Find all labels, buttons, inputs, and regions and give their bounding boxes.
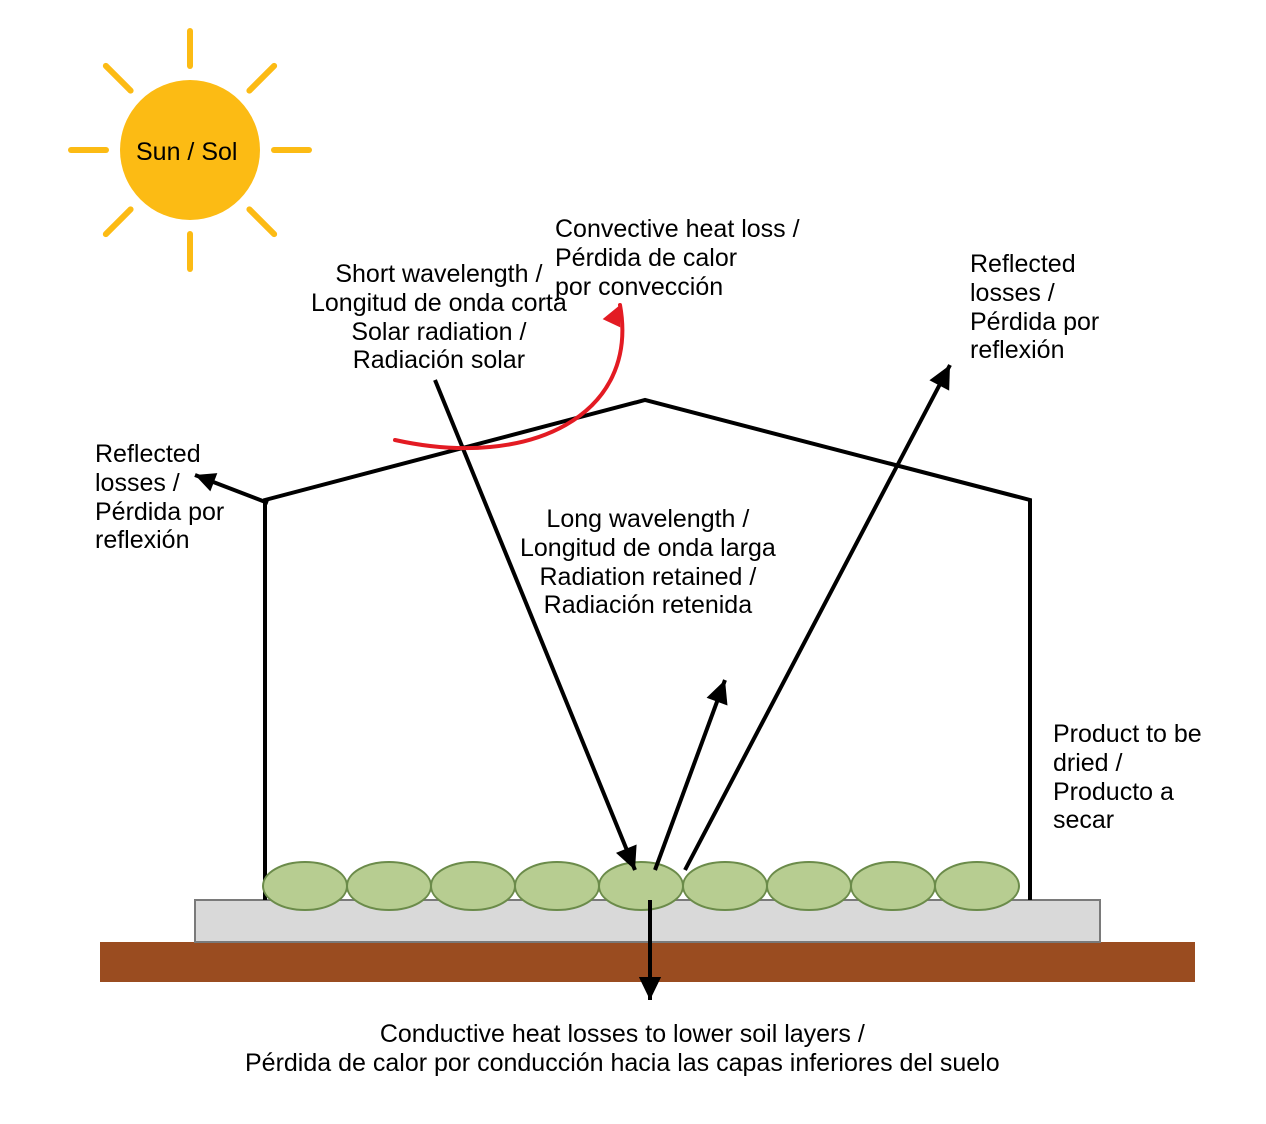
product-ellipse	[515, 862, 599, 910]
label-reflected-right: Reflectedlosses /Pérdida porreflexión	[970, 250, 1099, 365]
product-ellipse	[683, 862, 767, 910]
product-ellipse	[767, 862, 851, 910]
sun-ray	[106, 209, 131, 234]
label-product: Product to bedried /Producto asecar	[1053, 720, 1202, 835]
label-convective: Convective heat loss /Pérdida de calorpo…	[555, 215, 800, 301]
product-ellipse	[935, 862, 1019, 910]
arrow-solar-in	[435, 380, 637, 870]
soil	[100, 942, 1195, 982]
sun-ray	[249, 209, 274, 234]
sun-ray	[106, 66, 131, 91]
product-ellipse	[347, 862, 431, 910]
arrow-long-wave	[655, 680, 727, 870]
sun-ray	[249, 66, 274, 91]
product-ellipse	[263, 862, 347, 910]
label-reflected-left: Reflectedlosses /Pérdida porreflexión	[95, 440, 224, 555]
product-ellipse	[431, 862, 515, 910]
arrow-head	[603, 305, 621, 327]
arrow-head	[639, 977, 661, 1000]
label-sun: Sun / Sol	[136, 138, 237, 167]
product-ellipse	[851, 862, 935, 910]
label-short-wave: Short wavelength /Longitud de onda corta…	[311, 260, 567, 375]
greenhouse-outline	[265, 400, 1030, 900]
label-long-wave: Long wavelength /Longitud de onda largaR…	[520, 505, 776, 620]
product-ellipse	[599, 862, 683, 910]
label-conductive: Conductive heat losses to lower soil lay…	[245, 1020, 1000, 1078]
